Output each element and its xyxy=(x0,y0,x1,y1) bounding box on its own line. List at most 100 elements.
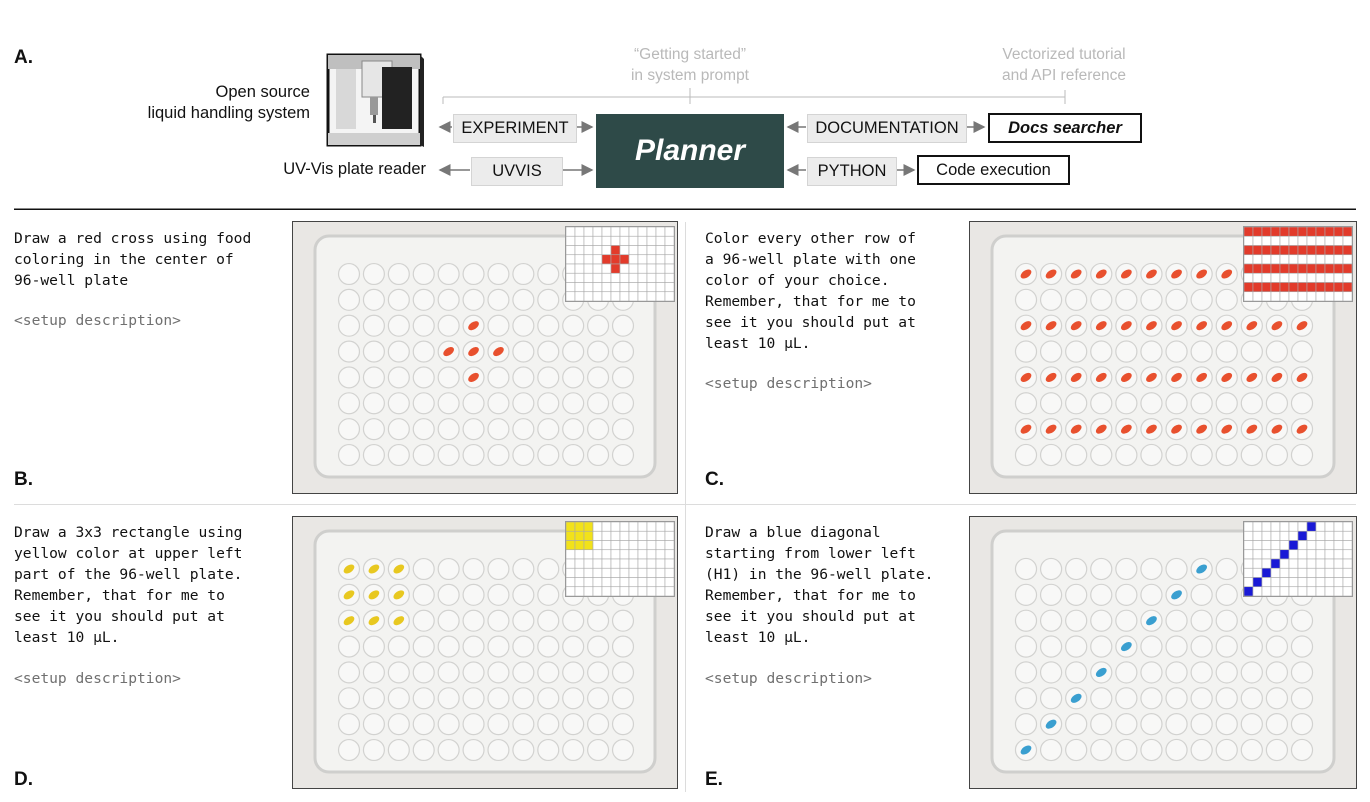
target-well xyxy=(1342,577,1352,588)
panel-e-setup: <setup description> xyxy=(705,670,872,687)
plate-well xyxy=(362,262,385,286)
target-well xyxy=(655,282,666,293)
dye-drop xyxy=(1296,424,1308,434)
target-well xyxy=(1288,549,1299,560)
plate-well xyxy=(1039,635,1063,658)
target-well xyxy=(1270,549,1281,560)
target-well-filled xyxy=(1261,567,1272,578)
plate-well xyxy=(1140,557,1163,581)
target-well xyxy=(1333,540,1344,551)
plate-well xyxy=(537,262,560,286)
plate-well xyxy=(1215,713,1238,736)
target-well xyxy=(646,263,657,274)
plate-well xyxy=(1290,738,1314,762)
plate-well xyxy=(1039,738,1063,762)
target-well xyxy=(1297,577,1308,588)
dye-drop xyxy=(368,616,380,626)
target-well-filled xyxy=(1333,282,1344,293)
plate-well xyxy=(512,418,535,441)
target-well xyxy=(1315,586,1326,596)
dye-drop xyxy=(468,372,479,382)
target-well xyxy=(1244,272,1254,283)
plate-well xyxy=(437,288,460,311)
plate-well xyxy=(1240,609,1263,632)
target-well xyxy=(574,549,585,560)
target-well-filled xyxy=(1306,263,1317,274)
panel-b-letter: B. xyxy=(14,469,33,490)
target-well xyxy=(655,254,666,265)
plate-well xyxy=(512,443,535,467)
plate-well xyxy=(587,687,610,710)
target-well-filled xyxy=(1306,227,1317,237)
dye-drop xyxy=(1095,372,1107,382)
getting-started-line-1: “Getting started” xyxy=(634,46,746,63)
target-well xyxy=(1270,291,1281,301)
plate-well xyxy=(412,738,435,762)
target-well xyxy=(583,227,594,237)
target-well xyxy=(1252,530,1263,541)
target-well xyxy=(1333,558,1344,569)
target-well xyxy=(610,291,621,301)
plate-well xyxy=(487,635,510,658)
plate-well xyxy=(562,392,585,415)
target-well-filled xyxy=(1324,227,1335,237)
target-well xyxy=(592,522,603,532)
target-well xyxy=(566,586,576,596)
target-well xyxy=(566,291,576,301)
plate-well xyxy=(462,443,485,467)
plate-well xyxy=(537,340,560,363)
target-well xyxy=(1252,235,1263,246)
target-well xyxy=(1252,254,1263,265)
plate-well xyxy=(1190,661,1213,684)
target-well xyxy=(619,235,630,246)
plate-well xyxy=(387,687,410,710)
plate-well xyxy=(387,366,410,389)
dye-drop xyxy=(1221,269,1233,279)
target-well xyxy=(1270,530,1281,541)
target-well-filled xyxy=(601,254,612,265)
python-box: PYTHON xyxy=(807,157,897,186)
plate-well xyxy=(512,713,535,736)
plate-well xyxy=(437,418,460,441)
target-well-filled xyxy=(566,522,576,532)
plate-well xyxy=(537,288,560,311)
plate-well xyxy=(1014,557,1038,581)
target-well-filled xyxy=(1261,227,1272,237)
dye-drop xyxy=(1221,321,1233,331)
target-well xyxy=(1244,577,1254,588)
target-well-filled xyxy=(1315,245,1326,256)
plate-well xyxy=(537,557,560,581)
plate-well xyxy=(1240,392,1263,415)
target-well-filled xyxy=(1306,245,1317,256)
plate-well xyxy=(1090,557,1113,581)
plate-well xyxy=(1115,609,1138,632)
plate-well xyxy=(362,443,385,467)
dye-drop xyxy=(1296,372,1308,382)
plate-well xyxy=(412,609,435,632)
target-well xyxy=(1252,272,1263,283)
target-well xyxy=(592,272,603,283)
dye-drop xyxy=(1221,372,1233,382)
target-well xyxy=(1270,272,1281,283)
plate-well xyxy=(1039,687,1063,710)
target-well xyxy=(583,254,594,265)
target-well xyxy=(655,586,666,596)
plate-well xyxy=(1065,288,1088,311)
plate-well xyxy=(587,314,610,337)
plate-well xyxy=(512,557,535,581)
target-well xyxy=(1333,291,1344,301)
target-well xyxy=(1306,540,1317,551)
target-well xyxy=(1297,291,1308,301)
target-well-filled xyxy=(1342,245,1352,256)
plate-well xyxy=(1140,687,1163,710)
target-well xyxy=(601,282,612,293)
plate-well xyxy=(1140,635,1163,658)
dye-drop xyxy=(1171,321,1182,331)
target-well xyxy=(637,530,648,541)
target-well xyxy=(1297,549,1308,560)
dye-drop xyxy=(343,616,355,626)
target-well xyxy=(619,282,630,293)
plate-well xyxy=(1039,609,1063,632)
target-well xyxy=(583,577,594,588)
plate-well xyxy=(512,392,535,415)
